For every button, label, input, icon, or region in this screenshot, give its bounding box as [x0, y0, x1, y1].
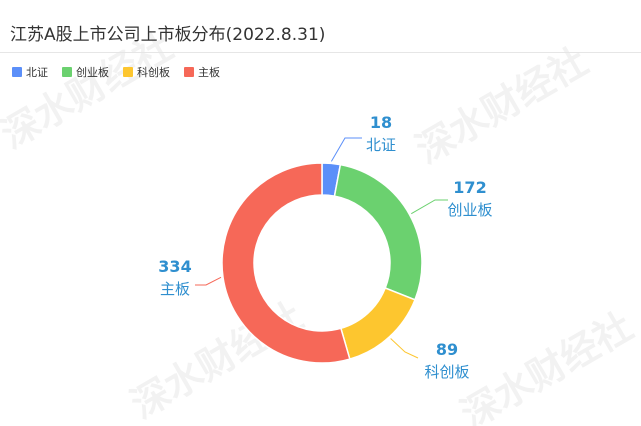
leader-line-2 — [390, 338, 419, 359]
value-label-2: 89 — [436, 340, 458, 359]
legend-item-kechuang[interactable]: 科创板 — [123, 64, 170, 80]
legend-label-chuangye: 创业板 — [76, 66, 109, 79]
slice-1[interactable] — [333, 163, 423, 301]
name-label-1: 创业板 — [447, 201, 492, 219]
legend-item-beizheng[interactable]: 北证 — [12, 64, 48, 80]
leader-line-3 — [195, 276, 222, 286]
name-label-2: 科创板 — [424, 363, 469, 381]
value-label-1: 172 — [453, 178, 486, 197]
legend-label-zhuban: 主板 — [198, 66, 220, 79]
legend-swatch-zhuban — [184, 67, 194, 77]
legend-label-kechuang: 科创板 — [137, 66, 170, 79]
legend: 北证 创业板 科创板 主板 — [12, 64, 220, 80]
legend-swatch-chuangye — [62, 67, 72, 77]
name-label-3: 主板 — [160, 280, 190, 298]
legend-swatch-kechuang — [123, 67, 133, 77]
slice-2[interactable] — [339, 287, 416, 360]
legend-item-zhuban[interactable]: 主板 — [184, 64, 220, 80]
legend-label-beizheng: 北证 — [26, 66, 48, 79]
title-divider — [0, 52, 641, 53]
slice-3[interactable] — [221, 162, 351, 364]
legend-swatch-beizheng — [12, 67, 22, 77]
chart-title: 江苏A股上市公司上市板分布(2022.8.31) — [10, 25, 326, 45]
leader-line-0 — [330, 137, 362, 162]
leader-line-1 — [411, 199, 448, 215]
legend-item-chuangye[interactable]: 创业板 — [62, 64, 109, 80]
name-label-0: 北证 — [366, 136, 396, 154]
value-label-3: 334 — [158, 257, 191, 276]
value-label-0: 18 — [370, 113, 392, 132]
